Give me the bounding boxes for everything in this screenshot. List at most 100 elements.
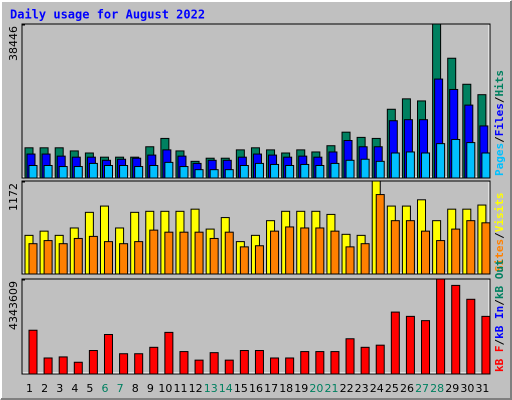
bar <box>149 346 159 375</box>
bar <box>466 142 476 179</box>
bar <box>270 230 280 275</box>
bar <box>43 165 53 179</box>
bar <box>224 231 234 275</box>
bar <box>481 152 491 179</box>
x-tick-label: 7 <box>117 382 124 395</box>
x-tick-label: 15 <box>234 382 248 395</box>
bar <box>421 152 431 179</box>
bar <box>375 194 385 275</box>
bar <box>58 243 68 275</box>
bar <box>481 315 491 375</box>
x-tick-label: 3 <box>56 382 63 395</box>
legend-separator: / <box>493 339 506 346</box>
x-tick-label: 4 <box>71 382 78 395</box>
bar <box>360 243 370 275</box>
bar <box>103 334 113 375</box>
x-tick-label: 16 <box>249 382 263 395</box>
bar <box>88 235 98 275</box>
bar <box>28 165 38 179</box>
bar <box>315 227 325 275</box>
bar <box>179 231 189 275</box>
y-tick-label: 1172 <box>7 183 20 211</box>
bar <box>300 227 310 275</box>
bar <box>436 278 446 375</box>
bar <box>134 353 144 375</box>
legend-separator: / <box>493 299 506 306</box>
bar <box>224 169 234 179</box>
bar <box>88 162 98 179</box>
bar <box>466 220 476 275</box>
bar <box>421 230 431 275</box>
bar <box>270 163 280 179</box>
bar <box>451 138 461 179</box>
bar <box>28 329 38 375</box>
bar <box>119 243 129 275</box>
legend-entry: kB F <box>493 346 506 373</box>
bar <box>330 230 340 275</box>
x-tick-label: 19 <box>294 382 308 395</box>
bar <box>88 350 98 375</box>
x-tick-label: 26 <box>400 382 414 395</box>
bar <box>375 160 385 179</box>
y-tick-label: 4343609 <box>7 281 20 330</box>
bar <box>330 162 340 179</box>
bar <box>28 243 38 275</box>
x-tick-label: 5 <box>86 382 93 395</box>
bar <box>134 166 144 179</box>
bar <box>43 357 53 375</box>
bar <box>285 165 295 179</box>
x-tick-label: 18 <box>279 382 293 395</box>
bar <box>285 226 295 275</box>
legend-entry: kB Out <box>493 259 506 299</box>
legend: kB F/kB In/kB Out <box>493 259 506 372</box>
bar <box>194 359 204 375</box>
bar <box>73 166 83 179</box>
bar <box>119 165 129 179</box>
chart-title: Daily usage for August 2022 <box>10 8 205 22</box>
bar <box>481 222 491 275</box>
bar <box>149 165 159 179</box>
bar <box>119 353 129 375</box>
bar <box>300 351 310 375</box>
legend-entry: Visits <box>493 193 506 233</box>
bar <box>58 356 68 375</box>
x-tick-label: 30 <box>460 382 474 395</box>
bar <box>405 220 415 275</box>
y-tick-label: 38446 <box>7 26 20 61</box>
legend: Sites/Visits <box>493 193 506 273</box>
bar <box>254 245 264 275</box>
legend-separator: / <box>493 136 506 143</box>
x-tick-label: 25 <box>385 382 399 395</box>
x-tick-label: 2 <box>41 382 48 395</box>
x-tick-label: 28 <box>430 382 444 395</box>
bar <box>254 162 264 179</box>
bar <box>209 237 219 275</box>
bar <box>466 298 476 375</box>
bar <box>164 161 174 179</box>
bar <box>194 169 204 179</box>
bar <box>451 228 461 275</box>
bar <box>315 165 325 179</box>
legend: Pages/Files/Hits <box>493 70 506 176</box>
bar <box>436 143 446 179</box>
bar <box>209 169 219 179</box>
bar <box>73 361 83 375</box>
legend-separator: / <box>493 232 506 239</box>
x-tick-label: 14 <box>219 382 233 395</box>
legend-entry: Pages <box>493 143 506 176</box>
x-tick-label: 21 <box>324 382 338 395</box>
bar <box>421 320 431 375</box>
bar <box>315 351 325 375</box>
bar <box>164 231 174 275</box>
x-tick-label: 9 <box>147 382 154 395</box>
bar <box>270 357 280 375</box>
bar <box>194 231 204 275</box>
x-tick-label: 12 <box>189 382 203 395</box>
bar <box>285 357 295 375</box>
x-tick-label: 17 <box>264 382 278 395</box>
bar <box>254 350 264 375</box>
legend-separator: / <box>493 96 506 103</box>
